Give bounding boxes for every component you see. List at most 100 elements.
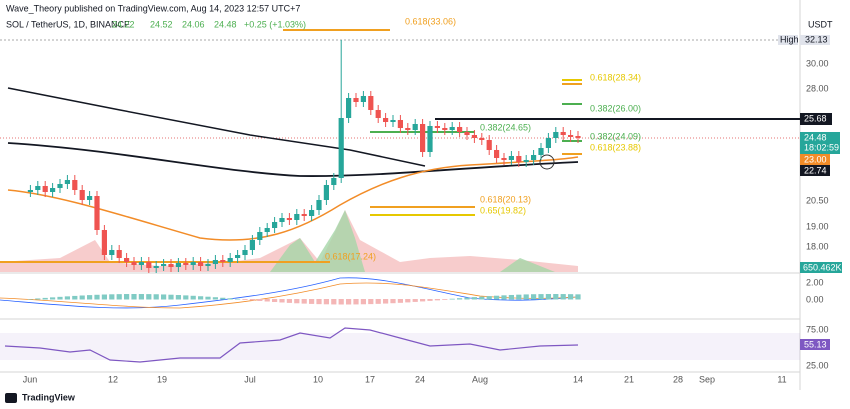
macd-bar bbox=[538, 294, 544, 300]
candle-body bbox=[227, 258, 233, 262]
macd-bar bbox=[27, 299, 33, 300]
macd-bar bbox=[545, 294, 551, 300]
macd-bar bbox=[72, 295, 78, 300]
candle-body bbox=[434, 126, 440, 128]
price-tick: 30.00 bbox=[806, 58, 829, 68]
macd-bar bbox=[175, 295, 181, 300]
macd-bar bbox=[368, 299, 374, 305]
macd-bar bbox=[294, 299, 300, 304]
fib-label: 0.382(24.09) bbox=[590, 131, 641, 141]
macd-bar bbox=[390, 299, 396, 304]
tag bbox=[800, 165, 830, 176]
tag bbox=[800, 154, 830, 165]
price-tick: 28.00 bbox=[806, 83, 829, 93]
countdown: 18:02:59 bbox=[804, 142, 839, 152]
tag bbox=[800, 339, 830, 350]
last-price: 24.48 bbox=[804, 132, 827, 142]
macd-bar bbox=[360, 299, 366, 305]
macd-bar bbox=[116, 294, 122, 300]
macd-bar bbox=[286, 299, 292, 303]
trend-line bbox=[7, 87, 426, 167]
date-axis: Jun 12 19 Jul 10 17 24 Aug 14 21 28 Sep 11 bbox=[23, 374, 787, 384]
candle-body bbox=[420, 124, 426, 152]
macd-bar bbox=[464, 297, 470, 300]
candle-body bbox=[508, 156, 514, 160]
macd-bar bbox=[220, 297, 226, 300]
macd-bar bbox=[235, 298, 241, 300]
macd-bar bbox=[523, 294, 529, 300]
date-tick: 10 bbox=[313, 374, 323, 384]
change: +0.25 (+1.03%) bbox=[244, 19, 306, 29]
macd-bar bbox=[531, 294, 537, 300]
macd-bar bbox=[420, 299, 426, 302]
macd-bar bbox=[146, 294, 152, 300]
candle-body bbox=[412, 124, 418, 130]
macd-bar bbox=[50, 297, 56, 300]
candle-body bbox=[168, 264, 174, 267]
candle-body bbox=[146, 262, 152, 268]
candle-body bbox=[183, 263, 189, 265]
candle-body bbox=[42, 186, 48, 192]
tag bbox=[800, 113, 832, 125]
candle-body bbox=[323, 185, 329, 200]
macd-bar bbox=[264, 299, 270, 302]
candle-body bbox=[242, 250, 248, 255]
candle-body bbox=[116, 250, 122, 258]
macd-bar bbox=[79, 295, 85, 300]
ma50-price: 23.00 bbox=[804, 154, 827, 164]
macd-tick: 0.00 bbox=[806, 294, 824, 304]
rsi-value: 55.13 bbox=[804, 339, 827, 349]
candle-body bbox=[294, 214, 300, 220]
macd-bar bbox=[316, 299, 322, 305]
macd-bar bbox=[375, 299, 381, 304]
candle-body bbox=[131, 262, 137, 265]
tag bbox=[800, 132, 840, 154]
candles bbox=[27, 40, 581, 273]
macd-bar bbox=[353, 299, 359, 305]
macd-bar bbox=[338, 299, 344, 305]
macd-bar bbox=[309, 299, 315, 304]
candle-body bbox=[501, 158, 507, 160]
candle-body bbox=[198, 262, 204, 266]
candle-body bbox=[442, 128, 448, 130]
marker-circle bbox=[539, 154, 555, 170]
macd-bar bbox=[109, 294, 115, 300]
candle-body bbox=[109, 250, 115, 255]
candle-body bbox=[531, 155, 537, 160]
macd-bar bbox=[205, 296, 211, 300]
macd-bar bbox=[494, 295, 500, 300]
candle-body bbox=[383, 118, 389, 122]
candle-body bbox=[353, 98, 359, 102]
candle-body bbox=[516, 156, 522, 162]
date-tick: 21 bbox=[624, 374, 634, 384]
date-tick: 12 bbox=[108, 374, 118, 384]
candle-body bbox=[405, 128, 411, 130]
macd-bar bbox=[190, 295, 196, 300]
candle-body bbox=[449, 127, 455, 130]
candle-body bbox=[101, 230, 107, 255]
date-tick: Sep bbox=[699, 374, 715, 384]
candle-body bbox=[64, 180, 70, 184]
candle-body bbox=[301, 214, 307, 216]
fib-label: 0.65(19.82) bbox=[480, 205, 526, 215]
macd-bar bbox=[87, 295, 93, 300]
candle-body bbox=[94, 196, 100, 230]
date-tick: 24 bbox=[415, 374, 425, 384]
ma200-price: 22.74 bbox=[804, 165, 827, 175]
macd-bar bbox=[64, 296, 70, 300]
macd-bar bbox=[227, 298, 233, 300]
macd-bar bbox=[212, 297, 218, 300]
rsi-tick: 25.00 bbox=[806, 360, 829, 370]
macd-bar bbox=[331, 299, 337, 305]
macd-bar bbox=[124, 294, 130, 300]
macd-bar bbox=[138, 294, 144, 300]
candle-body bbox=[523, 160, 529, 162]
fib-label: 0.618(23.88) bbox=[590, 142, 641, 152]
fib-label: 0.382(24.65) bbox=[480, 122, 531, 132]
macd-bar bbox=[457, 298, 463, 300]
candle-body bbox=[560, 132, 566, 135]
fib-label: 0.618(33.06) bbox=[405, 16, 456, 26]
candle-body bbox=[279, 218, 285, 222]
macd-line bbox=[0, 277, 579, 309]
